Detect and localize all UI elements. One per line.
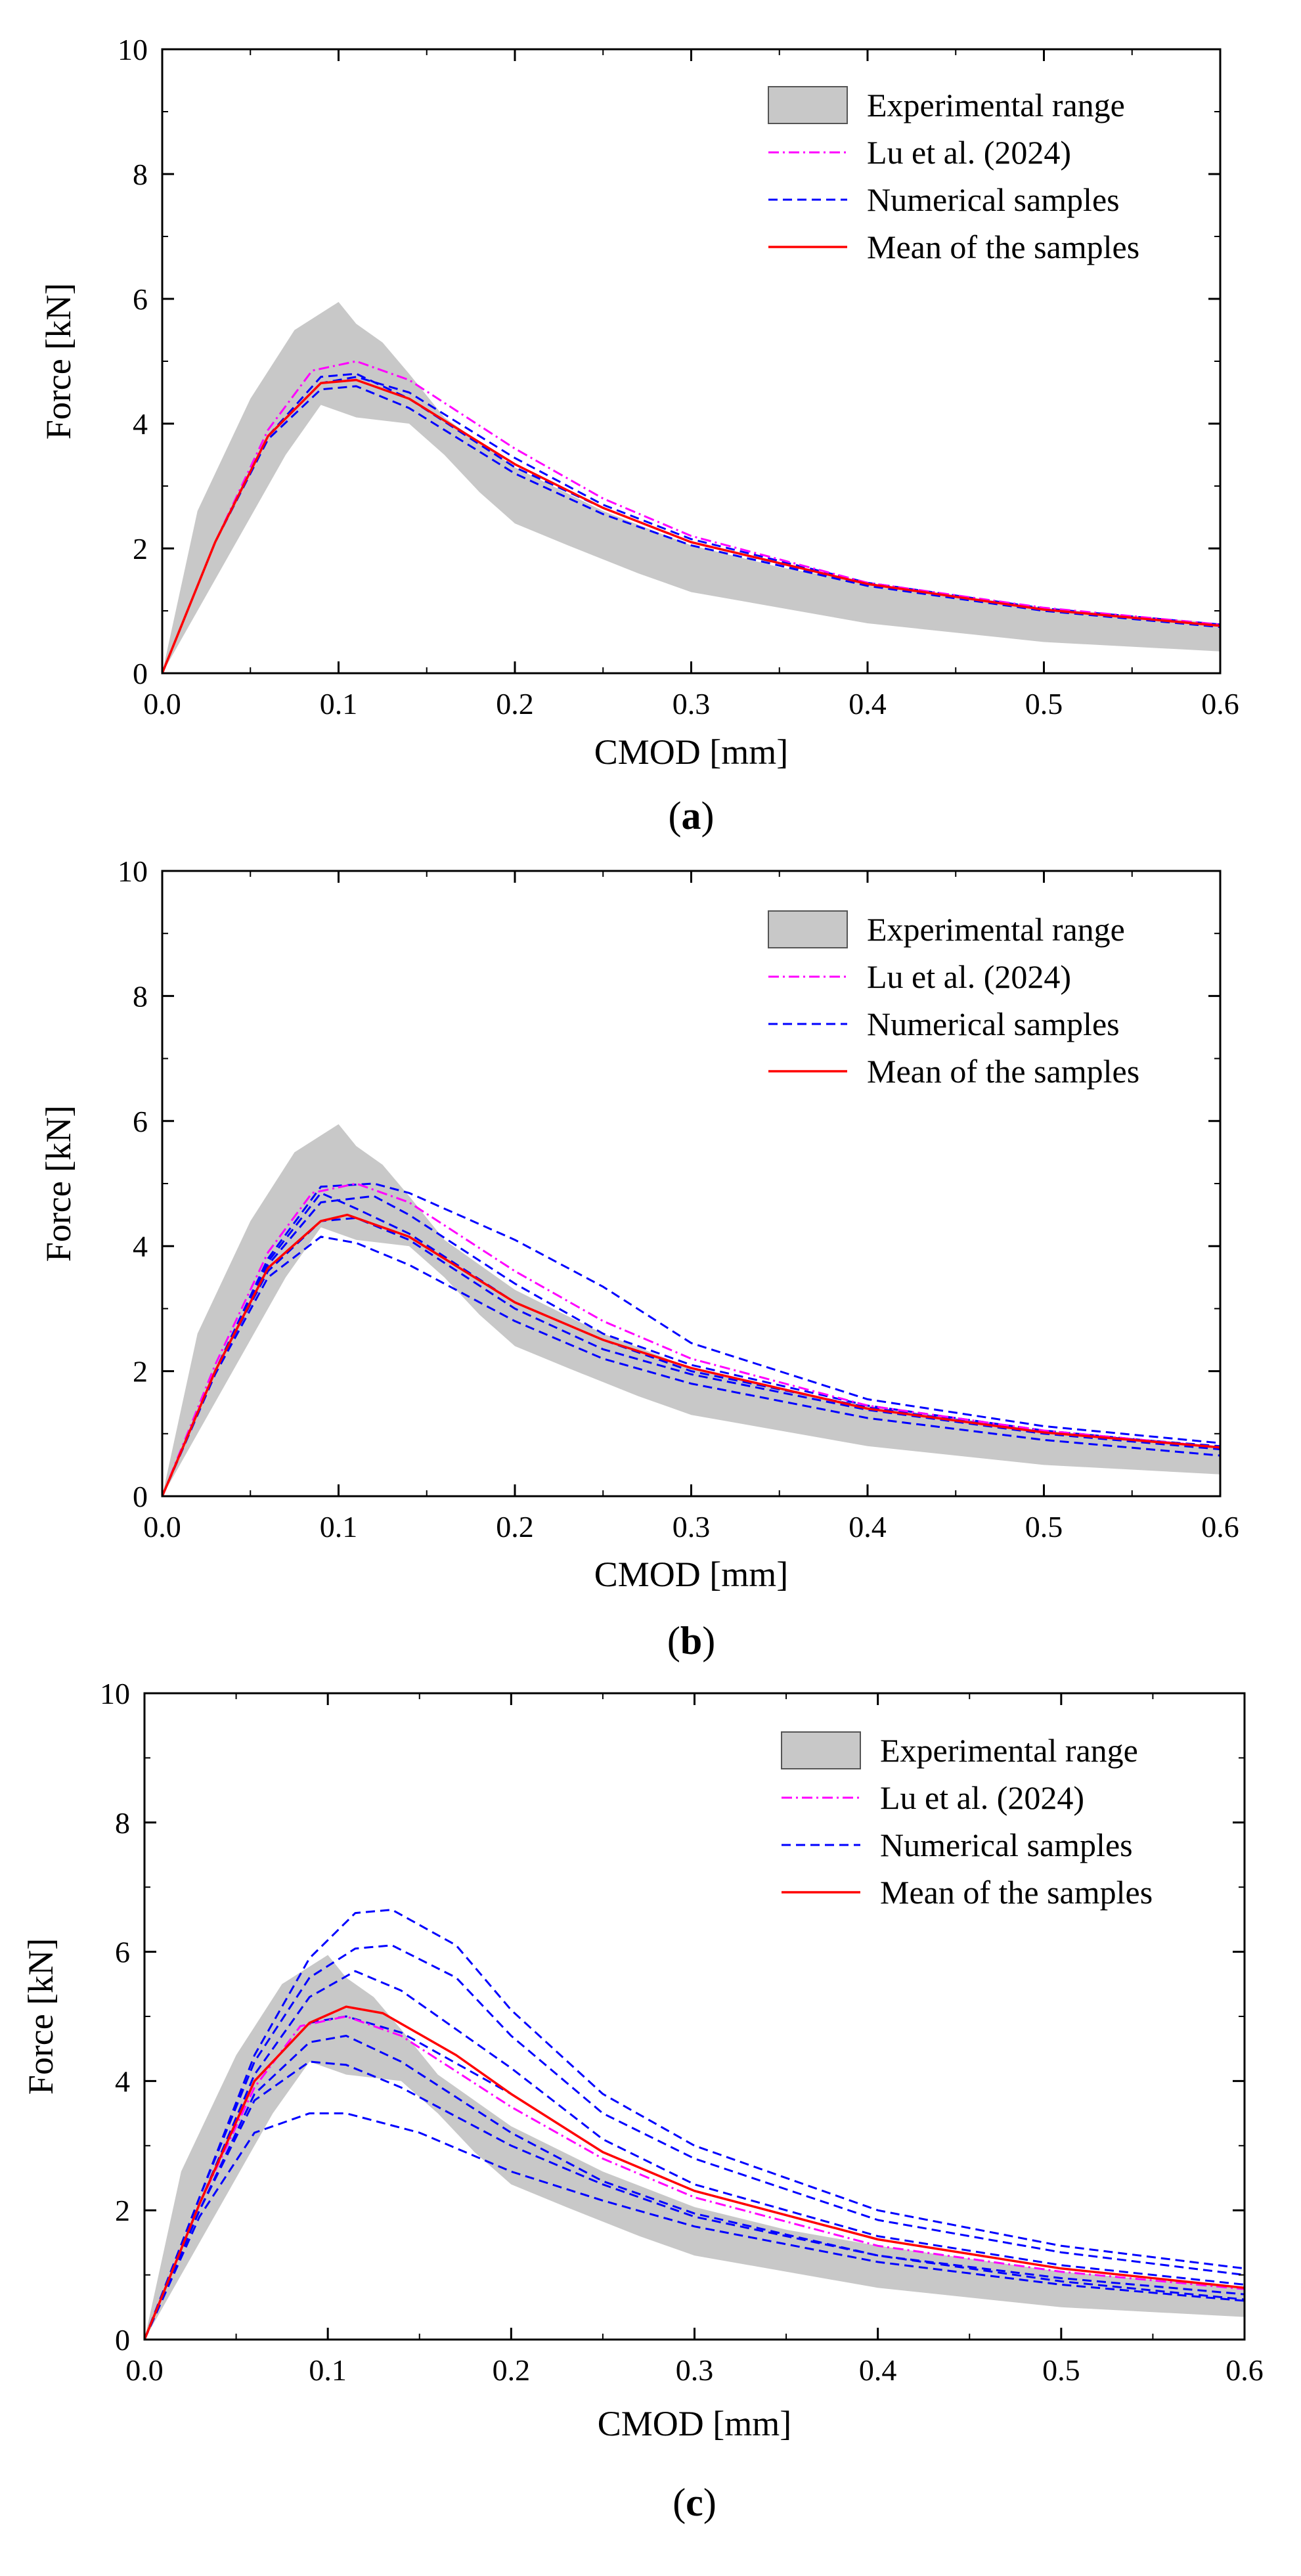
x-tick-label: 0.3 [673,687,711,721]
x-tick-label: 0.0 [143,1510,181,1543]
panel-caption: (a) [669,794,715,837]
x-tick-label: 0.3 [673,1510,711,1543]
numerical-sample-line-1 [162,1182,1220,1496]
y-tick-label: 6 [133,1105,148,1138]
legend: Experimental range Lu et al. (2024) Numeri… [768,910,1139,1090]
y-tick-label: 2 [133,1355,148,1388]
y-tick-label: 8 [115,1806,130,1840]
y-axis-label: Force [kN] [39,1105,78,1262]
experimental-range-band [162,301,1220,673]
x-tick-label: 0.5 [1025,1510,1063,1543]
numerical-sample-line-4 [162,1216,1220,1496]
x-tick-label: 0.4 [849,687,887,721]
chart-panel-a: 0.0 0.1 0.2 0.3 0.4 0.5 0.6 0 2 4 6 8 10 CMOD [mm] For… [39,33,1239,837]
x-tick-label: 0.1 [320,687,358,721]
numerical-sample-line-1 [144,1909,1245,2340]
y-tick-label: 2 [133,532,148,566]
y-tick-label: 2 [115,2194,130,2227]
legend-label: Lu et al. (2024) [867,958,1071,995]
plot-area [162,301,1220,673]
y-tick-label: 10 [118,33,148,66]
y-axis-label: Force [kN] [39,283,78,439]
x-tick-label: 0.6 [1225,2353,1264,2387]
panel-caption: (c) [673,2481,717,2524]
y-tick-label: 8 [133,158,148,191]
plot-area [144,1909,1245,2340]
y-tick-label: 4 [133,1230,148,1263]
legend-label: Numerical samples [867,1006,1120,1042]
panel-caption: (b) [667,1619,715,1662]
x-tick-label: 0.5 [1042,2353,1080,2387]
legend-label: Experimental range [867,87,1125,123]
numerical-sample-line-7 [144,1970,1245,2340]
numerical-sample-line-6 [144,2035,1245,2340]
x-tick-label: 0.4 [859,2353,897,2387]
y-tick-label: 10 [118,855,148,888]
mean-line [162,378,1220,673]
numerical-sample-line-2 [162,1195,1220,1496]
lu-et-al-line [162,360,1220,673]
x-tick-label: 0.0 [143,687,181,721]
legend-label: Numerical samples [880,1827,1133,1863]
experimental-range-band [162,1124,1220,1496]
x-tick-label: 0.1 [320,1510,358,1543]
y-tick-label: 6 [133,282,148,316]
x-tick-label: 0.3 [676,2353,714,2387]
experimental-range-band [144,1955,1245,2340]
plot-area [162,1124,1220,1496]
legend-label: Lu et al. (2024) [880,1779,1084,1816]
y-tick-label: 4 [115,2064,130,2098]
legend-label: Lu et al. (2024) [867,134,1071,171]
legend-label: Experimental range [867,911,1125,948]
legend: Experimental range Lu et al. (2024) Numeri… [768,86,1139,265]
chart-panel-b: 0.0 0.1 0.2 0.3 0.4 0.5 0.6 0 2 4 6 8 10 CMOD [mm] For… [39,855,1239,1662]
x-tick-label: 0.1 [309,2353,347,2387]
x-axis-label: CMOD [mm] [594,1555,789,1594]
x-axis-label: CMOD [mm] [594,732,789,772]
legend: Experimental range Lu et al. (2024) Numeri… [781,1731,1153,1911]
y-tick-label: 6 [115,1936,130,1969]
mean-line [162,1213,1220,1496]
y-tick-label: 8 [133,979,148,1013]
y-tick-label: 0 [133,657,148,690]
y-tick-label: 10 [100,1677,130,1710]
lu-et-al-line [162,1182,1220,1496]
lu-et-al-line [144,2015,1245,2340]
numerical-sample-line-3 [144,2112,1245,2340]
x-axis-label: CMOD [mm] [598,2404,792,2443]
y-tick-label: 0 [115,2323,130,2357]
legend-label: Numerical samples [867,181,1120,218]
numerical-sample-line-2 [144,1944,1245,2340]
mean-line [144,2005,1245,2340]
chart-panel-c: 0.0 0.1 0.2 0.3 0.4 0.5 0.6 0 2 4 6 8 10 CMOD [mm] For… [21,1677,1264,2524]
x-tick-label: 0.6 [1201,687,1239,721]
legend-swatch-experimental-range [768,910,848,948]
numerical-sample-line-5 [162,1191,1220,1496]
numerical-sample-line-3 [162,1235,1220,1496]
x-tick-label: 0.5 [1025,687,1063,721]
y-tick-label: 0 [133,1480,148,1513]
legend-label: Mean of the samples [867,229,1139,265]
x-tick-label: 0.0 [125,2353,164,2387]
y-axis-label: Force [kN] [21,1938,60,2095]
x-tick-label: 0.4 [849,1510,887,1543]
numerical-sample-line-2 [162,385,1220,673]
legend-label: Experimental range [880,1732,1138,1769]
x-tick-label: 0.6 [1201,1510,1239,1543]
legend-swatch-experimental-range [781,1731,861,1769]
legend-label: Mean of the samples [867,1053,1139,1090]
x-tick-label: 0.2 [493,2353,531,2387]
x-tick-label: 0.2 [496,1510,534,1543]
y-tick-label: 4 [133,407,148,441]
x-tick-label: 0.2 [496,687,534,721]
legend-label: Mean of the samples [880,1874,1153,1911]
legend-swatch-experimental-range [768,86,848,124]
